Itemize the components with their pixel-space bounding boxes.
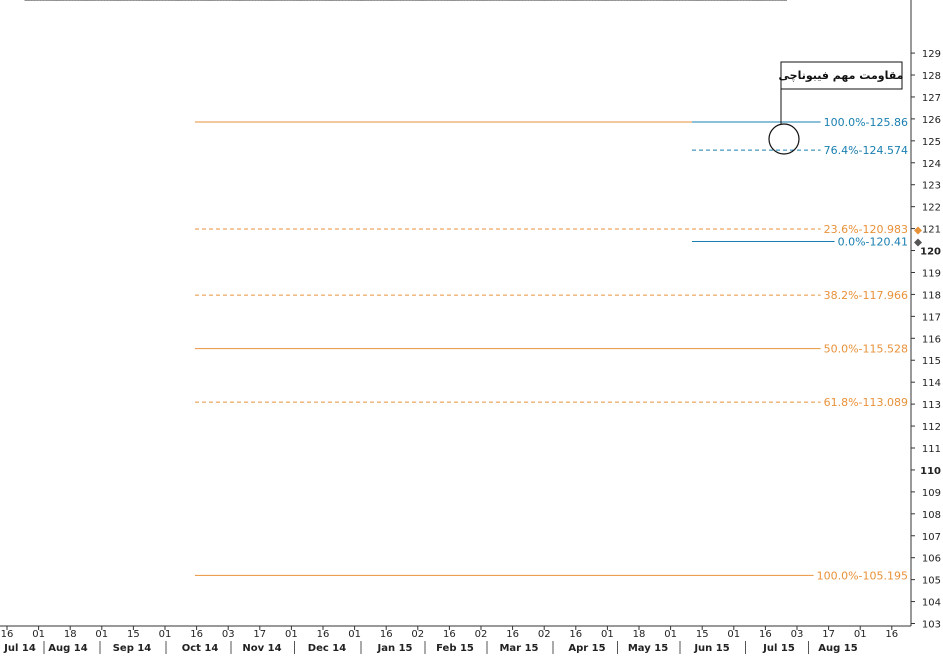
y-tick-label: 117: [922, 312, 941, 323]
x-month-label: Mar 15: [499, 643, 538, 654]
x-month-label: Aug 15: [818, 643, 857, 654]
x-tick-label: 15: [127, 629, 140, 640]
fib-label-1: 76.4%-124.574: [824, 144, 908, 157]
x-tick-label: 15: [696, 629, 709, 640]
x-tick-label: 16: [1, 629, 14, 640]
y-tick-label: 122: [922, 203, 941, 214]
y-tick-label: 116: [922, 334, 941, 345]
x-tick-label: 17: [253, 629, 266, 640]
x-month-label: Nov 14: [242, 643, 281, 654]
y-tick-label: 104: [922, 598, 941, 609]
fib-label-4: 38.2%-117.966: [824, 289, 908, 302]
fibonacci-labels: 100.0%-125.86 76.4%-124.574 23.6%-120.9830…: [813, 114, 908, 583]
x-month-label: Jan 15: [377, 643, 413, 654]
x-tick-label: 03: [791, 629, 804, 640]
x-tick-label: 01: [664, 629, 677, 640]
y-tick-label: 110: [920, 466, 941, 477]
fib-label-2: 23.6%-120.983: [824, 223, 908, 236]
y-tick-label: 120: [920, 247, 941, 258]
x-tick-label: 16: [569, 629, 582, 640]
x-tick-label: 18: [633, 629, 646, 640]
fib-label-bg-5: [820, 341, 908, 356]
x-tick-label: 01: [159, 629, 172, 640]
y-tick-label: 103: [922, 620, 941, 631]
x-month-label: Jul 15: [762, 643, 795, 654]
fib-label-5: 50.0%-115.528: [824, 343, 908, 356]
x-tick-label: 16: [317, 629, 330, 640]
x-tick-label: 18: [64, 629, 77, 640]
x-tick-label: 16: [506, 629, 519, 640]
y-tick-label: 127: [922, 93, 941, 104]
y-tick-label: 114: [922, 378, 941, 389]
y-tick-label: 121: [922, 225, 941, 236]
fib-label-bg-1: [820, 143, 908, 158]
price-marker-gray: [914, 238, 922, 247]
price-marker-orange: [914, 226, 922, 235]
y-tick-label: 107: [922, 532, 941, 543]
y-tick-label: 105: [922, 576, 941, 587]
x-tick-label: 01: [727, 629, 740, 640]
fib-label-bg-4: [820, 288, 908, 303]
x-month-label: Feb 15: [436, 643, 474, 654]
y-tick-label: 106: [922, 554, 941, 565]
y-tick-label: 115: [922, 356, 941, 367]
y-tick-label: 119: [922, 268, 941, 279]
x-month-label: Dec 14: [308, 643, 346, 654]
x-tick-label: 03: [222, 629, 235, 640]
fib-label-7: 100.0%-105.195: [817, 569, 908, 582]
callout-text: مقاومت مهم فیبوناچی: [779, 69, 904, 82]
y-tick-label: 108: [922, 510, 941, 521]
x-tick-label: 01: [601, 629, 614, 640]
x-tick-label: 01: [95, 629, 108, 640]
x-month-label: Apr 15: [568, 643, 605, 654]
x-month-label: Oct 14: [182, 643, 219, 654]
x-tick-label: 02: [411, 629, 424, 640]
fib-label-bg-6: [820, 395, 908, 410]
fib-label-bg-7: [813, 568, 908, 583]
fibonacci-levels: [195, 121, 908, 576]
x-tick-label: 01: [854, 629, 867, 640]
x-tick-label: 16: [190, 629, 203, 640]
callout: مقاومت مهم فیبوناچی: [768, 61, 904, 155]
fib-label-3: 0.0%-120.41: [838, 236, 908, 249]
resistance-circle: [768, 123, 800, 155]
y-tick-label: 128: [922, 71, 941, 82]
fib-label-0: 100.0%-125.86: [824, 116, 908, 129]
fib-label-bg-2: [820, 221, 908, 236]
y-tick-label: 124: [922, 159, 941, 170]
x-tick-label: 02: [538, 629, 551, 640]
y-tick-label: 118: [922, 290, 941, 301]
x-tick-label: 02: [475, 629, 488, 640]
x-tick-label: 16: [885, 629, 898, 640]
y-tick-label: 123: [922, 181, 941, 192]
x-month-label: Aug 14: [48, 643, 87, 654]
x-tick-label: 16: [443, 629, 456, 640]
x-month-label: Jun 15: [693, 643, 729, 654]
x-tick-label: 17: [822, 629, 835, 640]
x-tick-label: 01: [32, 629, 45, 640]
y-tick-label: 126: [922, 115, 941, 126]
x-month-label: May 15: [628, 643, 668, 654]
y-tick-label: 109: [922, 488, 941, 499]
y-tick-label: 112: [922, 422, 941, 433]
fib-label-bg-0: [820, 114, 908, 129]
x-month-label: Jul 14: [3, 643, 36, 654]
x-tick-label: 16: [759, 629, 772, 640]
y-tick-label: 125: [922, 137, 941, 148]
fib-label-6: 61.8%-113.089: [824, 396, 908, 409]
y-tick-label: 129: [922, 49, 941, 60]
callout-box: [780, 61, 903, 90]
y-tick-label: 111: [922, 444, 941, 455]
x-tick-label: 01: [348, 629, 361, 640]
x-tick-label: 01: [285, 629, 298, 640]
x-tick-label: 16: [380, 629, 393, 640]
x-month-label: Sep 14: [113, 643, 152, 654]
fib-label-bg-3: [834, 234, 908, 249]
y-tick-label: 113: [922, 400, 941, 411]
